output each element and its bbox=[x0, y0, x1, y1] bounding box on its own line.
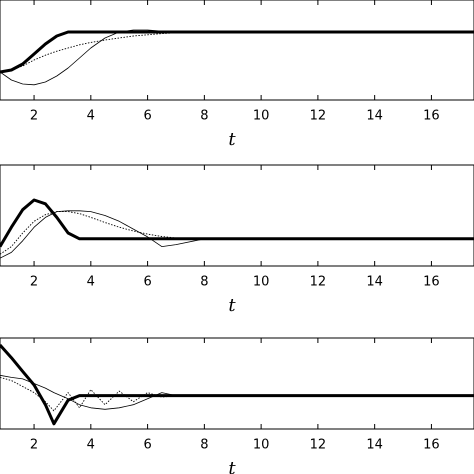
x-tick-label: 12 bbox=[310, 109, 327, 124]
series-line bbox=[0, 30, 474, 74]
x-tick-label: 2 bbox=[30, 109, 38, 124]
x-tick-label: 2 bbox=[30, 275, 38, 290]
x-axis-label: t bbox=[228, 295, 236, 316]
series-line bbox=[0, 211, 474, 255]
plot-frame bbox=[0, 337, 474, 430]
series-line bbox=[0, 29, 474, 86]
x-tick-label: 2 bbox=[30, 438, 38, 453]
x-tick-label: 16 bbox=[423, 438, 440, 453]
x-tick-label: 12 bbox=[310, 275, 327, 290]
series-line bbox=[0, 198, 474, 248]
x-tick-label: 6 bbox=[143, 438, 151, 453]
x-tick-label: 14 bbox=[366, 109, 383, 124]
x-tick-label: 10 bbox=[253, 438, 270, 453]
x-tick-label: 14 bbox=[366, 438, 383, 453]
plot-frame bbox=[0, 0, 474, 101]
x-tick-label: 16 bbox=[423, 275, 440, 290]
x-tick-label: 12 bbox=[310, 438, 327, 453]
x-tick-label: 4 bbox=[87, 275, 95, 290]
x-tick-label: 4 bbox=[87, 438, 95, 453]
x-tick-label: 10 bbox=[253, 109, 270, 124]
series-line bbox=[0, 343, 474, 426]
series-line bbox=[0, 374, 474, 410]
series-line bbox=[0, 31, 474, 73]
x-tick-label: 6 bbox=[143, 275, 151, 290]
x-axis-label: t bbox=[228, 458, 236, 474]
x-tick-label: 14 bbox=[366, 275, 383, 290]
x-axis-label: t bbox=[228, 129, 236, 150]
x-tick-label: 4 bbox=[87, 109, 95, 124]
x-tick-label: 16 bbox=[423, 109, 440, 124]
x-tick-label: 8 bbox=[200, 275, 208, 290]
plot-frame bbox=[0, 164, 474, 267]
x-tick-label: 8 bbox=[200, 438, 208, 453]
x-tick-label: 6 bbox=[143, 109, 151, 124]
x-tick-label: 10 bbox=[253, 275, 270, 290]
x-tick-label: 8 bbox=[200, 109, 208, 124]
series-line bbox=[0, 376, 474, 412]
